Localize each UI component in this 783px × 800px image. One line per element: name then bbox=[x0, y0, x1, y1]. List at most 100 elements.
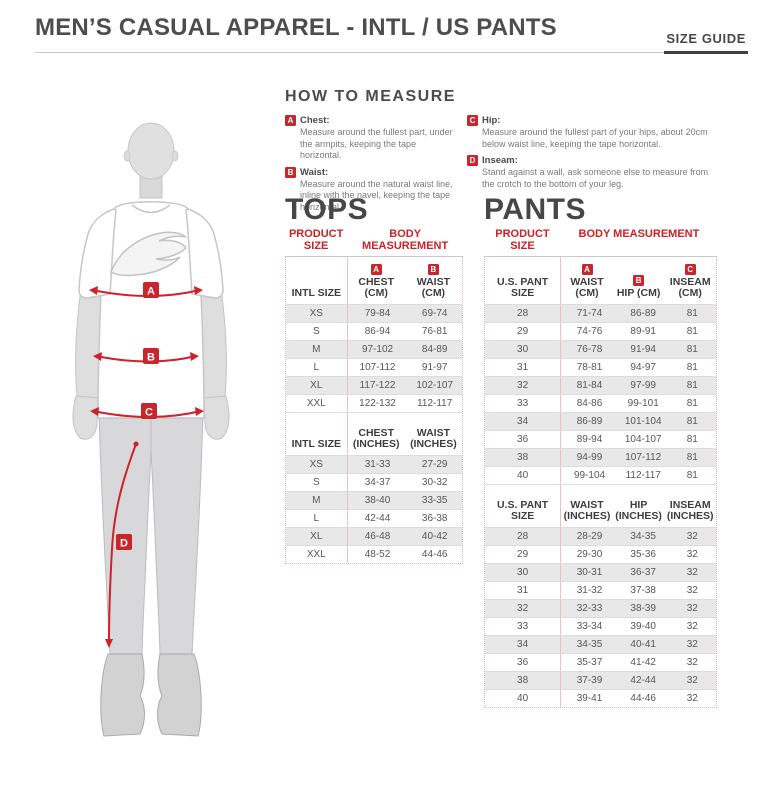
inseam-value-cell: 32 bbox=[686, 657, 698, 668]
waist-value-cell: 86-89 bbox=[576, 416, 603, 427]
tops-cm-rows: XS 79-84 69-74 S 86-94 76-81 M 97-102 84… bbox=[286, 304, 462, 412]
measure-column-header: B WAIST (CM) bbox=[405, 257, 462, 304]
table-row: XS 31-33 27-29 bbox=[286, 455, 462, 473]
chest-value-cell: 46-48 bbox=[364, 531, 391, 542]
measure-column-label: INSEAM (CM) bbox=[669, 276, 711, 299]
waist-value-cell: 102-107 bbox=[416, 380, 454, 391]
chest-value-cell: 38-40 bbox=[364, 495, 391, 506]
inseam-value-cell: 81 bbox=[686, 416, 698, 427]
measure-description: Measure around the fullest part, under t… bbox=[300, 127, 453, 160]
human-silhouette bbox=[72, 122, 230, 737]
size-cell: 30 bbox=[485, 341, 562, 358]
waist-value-cell: 89-94 bbox=[576, 434, 603, 445]
inseam-value-cell: 32 bbox=[686, 621, 698, 632]
table-row: 34 34-35 40-41 32 bbox=[485, 635, 716, 653]
marker-b-badge: B bbox=[147, 352, 155, 364]
size-cell: XL bbox=[286, 377, 348, 394]
measure-item-inseam: D Inseam: Stand against a wall, ask some… bbox=[467, 155, 721, 193]
measure-marker-badge: C bbox=[684, 264, 696, 275]
tops-inch-rows: XS 31-33 27-29 S 34-37 30-32 M 38-40 33-… bbox=[286, 455, 462, 563]
table-row: L 107-112 91-97 bbox=[286, 358, 462, 376]
hip-value-cell: 97-99 bbox=[630, 380, 656, 391]
measure-label: Hip: bbox=[482, 115, 501, 126]
hip-value-cell: 34-35 bbox=[630, 531, 656, 542]
inseam-line bbox=[108, 443, 137, 643]
waist-value-cell: 30-32 bbox=[421, 477, 448, 488]
body-measurement-header: BODY MEASUREMENT bbox=[362, 228, 449, 252]
how-to-measure-heading: HOW TO MEASURE bbox=[285, 88, 456, 105]
inseam-value-cell: 81 bbox=[686, 308, 698, 319]
product-size-header: PRODUCT SIZE bbox=[495, 228, 550, 252]
waist-value-cell: 94-99 bbox=[576, 452, 603, 463]
waist-value-cell: 27-29 bbox=[421, 459, 448, 470]
table-row: 38 37-39 42-44 32 bbox=[485, 671, 716, 689]
size-guide-tab[interactable]: SIZE GUIDE bbox=[664, 31, 748, 54]
body-measurement-header: BODY MEASUREMENT bbox=[578, 228, 700, 240]
waist-value-cell: 81-84 bbox=[576, 380, 603, 391]
pants-column-group-headers: PRODUCT SIZE BODY MEASUREMENT bbox=[484, 228, 717, 252]
inseam-value-cell: 81 bbox=[686, 344, 698, 355]
hip-value-cell: 35-36 bbox=[630, 549, 656, 560]
marker-c-badge: C bbox=[145, 407, 153, 419]
chest-value-cell: 117-122 bbox=[359, 380, 396, 391]
table-row: 31 31-32 37-38 32 bbox=[485, 581, 716, 599]
waist-value-cell: 99-104 bbox=[573, 470, 606, 481]
pants-cm-measure-headers: A WAIST (CM) B HIP (CM) C INSEAM (CM) bbox=[561, 257, 716, 304]
size-cell: 38 bbox=[485, 449, 562, 466]
size-cell: 40 bbox=[485, 690, 562, 707]
pants-table: U.S. PANT SIZE A WAIST (CM) B HIP (CM) bbox=[484, 256, 717, 708]
inseam-value-cell: 32 bbox=[686, 675, 698, 686]
table-row: 40 99-104 112-117 81 bbox=[485, 466, 716, 484]
waist-value-cell: 74-76 bbox=[576, 326, 603, 337]
table-row: 30 76-78 91-94 81 bbox=[485, 340, 716, 358]
inseam-value-cell: 32 bbox=[686, 603, 698, 614]
inseam-value-cell: 32 bbox=[686, 639, 698, 650]
measure-item-hip: C Hip: Measure around the fullest part o… bbox=[467, 115, 721, 153]
table-row: 40 39-41 44-46 32 bbox=[485, 689, 716, 707]
how-to-measure-section: HOW TO MEASURE A Chest: Measure around t… bbox=[285, 88, 721, 218]
pants-cm-subheader: U.S. PANT SIZE A WAIST (CM) B HIP (CM) bbox=[485, 257, 716, 304]
measure-column-label: WAIST (CM) bbox=[416, 276, 451, 299]
inseam-value-cell: 81 bbox=[686, 470, 698, 481]
table-row: 29 29-30 35-36 32 bbox=[485, 545, 716, 563]
table-row: XS 79-84 69-74 bbox=[286, 304, 462, 322]
hip-marker-badge: C bbox=[467, 115, 478, 126]
size-column-header: INTL SIZE bbox=[286, 257, 348, 304]
tops-inch-measure-headers: CHEST (INCHES) WAIST (INCHES) bbox=[348, 413, 462, 455]
table-row: 36 89-94 104-107 81 bbox=[485, 430, 716, 448]
waist-value-cell: 28-29 bbox=[576, 531, 603, 542]
table-row: S 86-94 76-81 bbox=[286, 322, 462, 340]
hip-value-cell: 42-44 bbox=[630, 675, 656, 686]
table-row: 36 35-37 41-42 32 bbox=[485, 653, 716, 671]
size-cell: 29 bbox=[485, 323, 562, 340]
waist-value-cell: 36-38 bbox=[421, 513, 448, 524]
marker-d-badge: D bbox=[120, 538, 128, 550]
chest-value-cell: 122-132 bbox=[359, 398, 396, 409]
measure-column-label: WAIST (INCHES) bbox=[563, 499, 611, 522]
chest-value-cell: 86-94 bbox=[364, 326, 391, 337]
size-cell: S bbox=[286, 323, 348, 340]
size-cell: XXL bbox=[286, 395, 348, 412]
page-title: MEN’S CASUAL APPAREL - INTL / US PANTS bbox=[35, 14, 557, 41]
tops-section: TOPS PRODUCT SIZE BODY MEASUREMENT INTL … bbox=[285, 194, 463, 564]
size-column-header: U.S. PANT SIZE bbox=[485, 257, 562, 304]
measure-description: Measure around the natural waist line, i… bbox=[300, 178, 453, 212]
measure-column-label: WAIST (CM) bbox=[570, 276, 604, 299]
measure-column-label: HIP (CM) bbox=[616, 287, 661, 299]
body-measurement-figure: A B C D bbox=[72, 122, 230, 737]
inseam-value-cell: 81 bbox=[686, 398, 698, 409]
table-row: M 97-102 84-89 bbox=[286, 340, 462, 358]
table-row: XXL 122-132 112-117 bbox=[286, 394, 462, 412]
pants-inch-rows: 28 28-29 34-35 32 29 29-30 35-36 32 30 3… bbox=[485, 527, 716, 707]
size-column-header: INTL SIZE bbox=[286, 413, 348, 455]
table-row: 29 74-76 89-91 81 bbox=[485, 322, 716, 340]
size-cell: L bbox=[286, 510, 348, 527]
size-cell: XL bbox=[286, 528, 348, 545]
table-row: M 38-40 33-35 bbox=[286, 491, 462, 509]
size-cell: 36 bbox=[485, 654, 562, 671]
waist-value-cell: 30-31 bbox=[576, 567, 603, 578]
measure-column-label: INSEAM (INCHES) bbox=[666, 499, 714, 522]
measure-column-left: A Chest: Measure around the fullest part… bbox=[285, 115, 455, 218]
size-cell: 38 bbox=[485, 672, 562, 689]
tops-inches-subheader: INTL SIZE CHEST (INCHES) WAIST (INCHES) bbox=[286, 412, 462, 455]
